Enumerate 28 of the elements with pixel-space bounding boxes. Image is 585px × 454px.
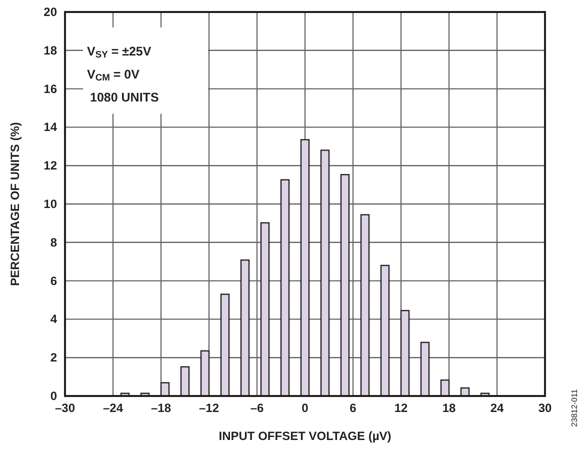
annotation: 1080 UNITS bbox=[90, 90, 159, 104]
x-tick-label: 12 bbox=[394, 401, 408, 415]
y-tick-label: 14 bbox=[44, 120, 58, 134]
annotation: V$_{CM}$ = 0V bbox=[87, 67, 140, 83]
x-tick-label: –24 bbox=[102, 401, 124, 415]
x-tick-label: –12 bbox=[198, 401, 220, 415]
y-tick-label: 16 bbox=[44, 82, 58, 96]
x-tick-label: –30 bbox=[54, 401, 76, 415]
annotation: V$_{SY}$ = ±25V bbox=[87, 44, 152, 60]
y-tick-label: 6 bbox=[50, 274, 58, 288]
x-tick-label: 6 bbox=[350, 401, 357, 415]
text: 23812-011 bbox=[570, 388, 579, 427]
y-tick-label: 4 bbox=[50, 312, 58, 326]
y-tick-label: 2 bbox=[50, 350, 58, 365]
x-tick-label: 30 bbox=[538, 401, 552, 415]
y-tick-label: 0 bbox=[50, 389, 58, 403]
x-tick-label: –18 bbox=[150, 401, 172, 415]
y-tick-label: 20 bbox=[44, 5, 58, 19]
x-tick-label: 0 bbox=[302, 401, 309, 415]
y-axis-title: PERCENTAGE OF UNITS (%) bbox=[8, 122, 22, 286]
y-tick-label: 12 bbox=[44, 158, 58, 173]
y-tick-label: 10 bbox=[44, 197, 58, 211]
x-tick-label: –6 bbox=[250, 401, 264, 415]
x-tick-label: 24 bbox=[490, 401, 504, 415]
y-tick-label: 8 bbox=[50, 235, 58, 250]
x-tick-label: 18 bbox=[442, 401, 456, 415]
y-tick-label: 18 bbox=[44, 43, 58, 58]
x-axis-title: INPUT OFFSET VOLTAGE (µV) bbox=[218, 429, 392, 443]
